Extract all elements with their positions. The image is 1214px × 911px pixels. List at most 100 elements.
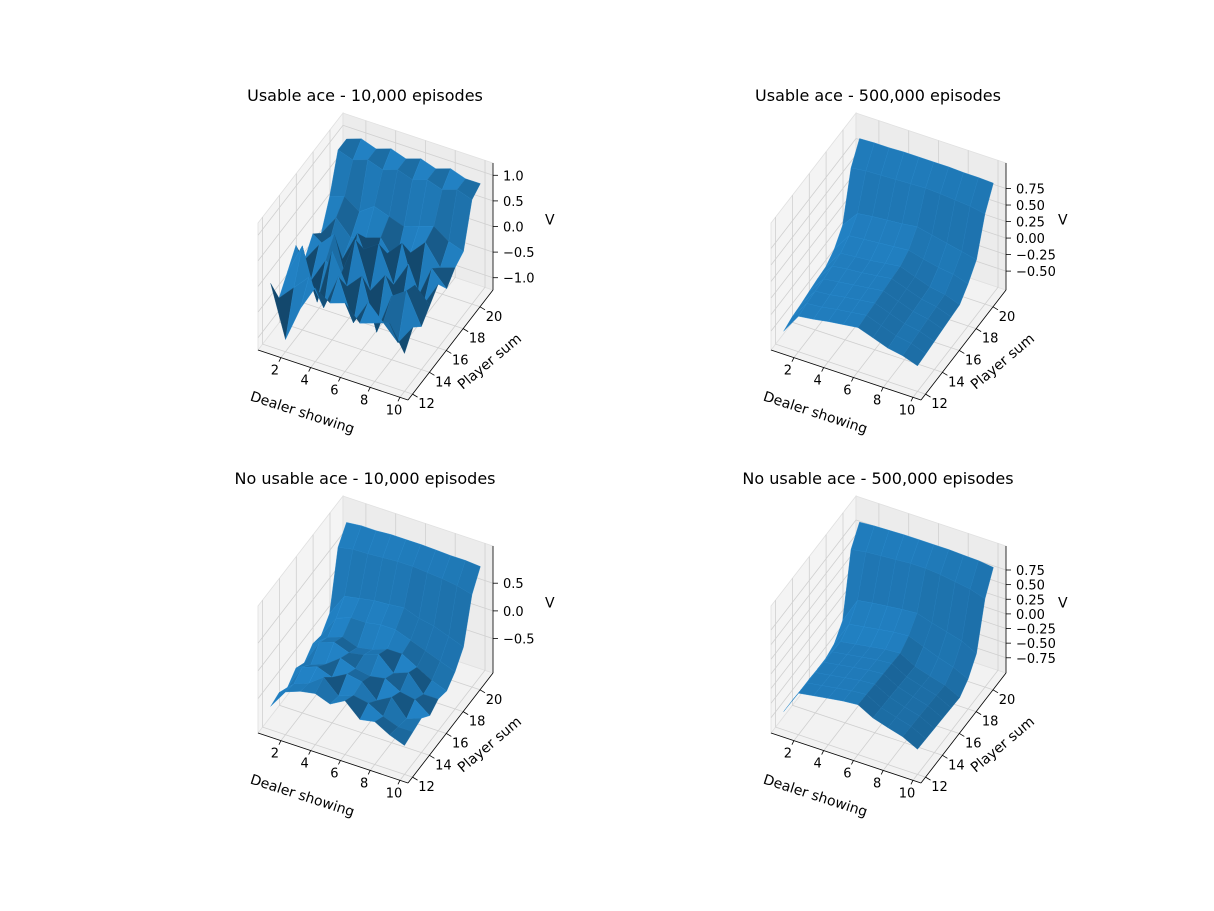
gridline-x: [399, 160, 486, 398]
y-tick: [479, 306, 486, 311]
x-tick-label: 2: [271, 364, 279, 379]
y-tick-label: 14: [948, 375, 965, 390]
surface-patch: [902, 343, 927, 367]
z-tick-label: 0.0: [503, 605, 524, 620]
x-tick: [338, 760, 341, 765]
x-tick-label: 8: [873, 393, 881, 408]
x-axis-line: [257, 349, 409, 401]
x-axis-line: [257, 732, 409, 784]
panel-title: Usable ace - 500,000 episodes: [755, 86, 1001, 105]
x-tick: [851, 760, 854, 765]
x-tick-label: 6: [330, 766, 338, 781]
x-tick-label: 10: [386, 786, 403, 801]
z-tick-label: −0.25: [1016, 249, 1056, 264]
surface: [783, 138, 994, 367]
y-tick-label: 20: [999, 310, 1016, 325]
z-tick-label: 0.00: [1016, 608, 1045, 623]
y-tick-label: 20: [486, 310, 503, 325]
gridline-y: [278, 195, 430, 373]
x-tick-label: 2: [784, 364, 792, 379]
y-tick: [462, 711, 469, 715]
z-tick-label: 0.50: [1016, 579, 1045, 594]
y-tick: [479, 689, 486, 694]
gridline-x: [912, 543, 999, 781]
z-tick-label: 0.5: [503, 577, 524, 592]
panel-title: Usable ace - 10,000 episodes: [247, 86, 483, 105]
x-tick-label: 2: [784, 747, 792, 762]
z-tick-label: −0.50: [1016, 637, 1056, 652]
x-tick: [821, 750, 825, 755]
x-tick: [367, 770, 371, 775]
gridline-y: [792, 578, 943, 756]
axis-lines: [770, 546, 1007, 784]
z-tick-label: 0.0: [503, 221, 524, 236]
surface-patch: [389, 322, 414, 354]
gridline-z: [257, 124, 494, 236]
x-tick: [397, 780, 401, 785]
y-tick: [925, 393, 931, 398]
y-tick-label: 20: [486, 693, 503, 708]
z-tick-label: −0.5: [503, 633, 535, 648]
gridline-y: [262, 600, 413, 778]
x-tick-label: 4: [301, 374, 309, 389]
y-tick-label: 18: [469, 715, 486, 730]
z-tick-label: −0.25: [1016, 623, 1056, 638]
y-tick: [446, 733, 452, 737]
y-axis-line: [407, 289, 494, 401]
y-tick: [959, 733, 965, 737]
z-tick-label: 1.0: [503, 169, 524, 184]
y-tick-label: 12: [418, 397, 435, 412]
z-tick-label: −0.50: [1016, 265, 1056, 280]
y-tick: [446, 350, 452, 354]
z-tick-label: −0.5: [503, 246, 535, 261]
y-tick: [992, 306, 999, 311]
y-tick: [975, 711, 982, 715]
gridline-y: [262, 217, 413, 395]
x-tick: [880, 387, 884, 392]
x-tick: [278, 740, 282, 745]
y-tick: [412, 393, 418, 398]
y-axis-line: [920, 672, 1007, 784]
x-tick-label: 4: [814, 374, 822, 389]
x-tick: [367, 387, 371, 392]
x-tick: [821, 367, 825, 372]
x-tick: [338, 377, 341, 382]
y-tick: [942, 371, 948, 376]
axis-lines: [257, 546, 494, 784]
x-tick: [910, 780, 914, 785]
x-tick-label: 10: [386, 403, 403, 418]
x-tick: [278, 357, 282, 362]
surface: [270, 138, 481, 354]
z-tick-label: −1.0: [503, 272, 535, 287]
y-tick: [925, 776, 931, 781]
z-tick-label: 0.25: [1016, 593, 1045, 608]
x-tick-label: 4: [301, 757, 309, 772]
y-tick: [429, 754, 435, 759]
y-tick-label: 12: [931, 397, 948, 412]
x-tick: [791, 740, 795, 745]
y-tick-label: 18: [982, 715, 999, 730]
surface: [783, 521, 994, 750]
panel-title: No usable ace - 10,000 episodes: [234, 469, 495, 488]
y-tick-label: 18: [982, 332, 999, 347]
x-tick-label: 2: [271, 747, 279, 762]
x-tick: [851, 377, 854, 382]
y-tick: [462, 328, 469, 332]
gridline-x: [399, 543, 486, 781]
z-tick-label: 0.5: [503, 195, 524, 210]
x-tick: [397, 397, 401, 402]
gridline-y: [775, 600, 926, 778]
surface-patch: [902, 726, 927, 750]
y-tick-label: 18: [469, 332, 486, 347]
y-tick-label: 14: [435, 375, 452, 390]
z-axis-label: V: [545, 213, 555, 229]
y-tick: [975, 328, 982, 332]
